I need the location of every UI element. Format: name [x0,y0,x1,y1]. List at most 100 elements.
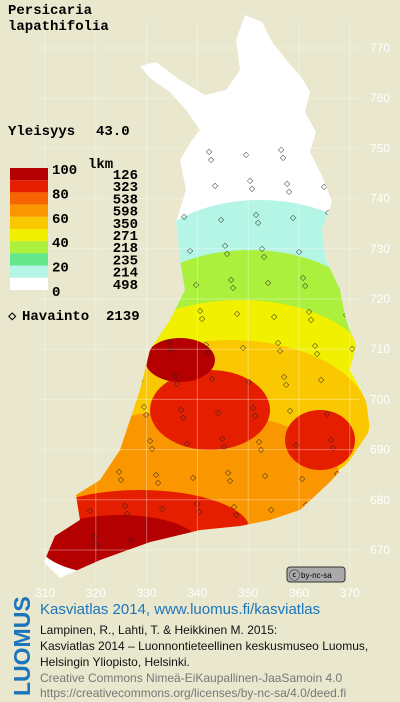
observation-symbol: ◇ [172,371,179,380]
observation-symbol: ◇ [116,467,123,476]
northing-label: 700 [370,392,390,406]
legend-scale-label: 40 [52,236,69,252]
observation-symbol: ◇ [65,378,72,387]
easting-label: 330 [137,586,157,600]
observation-symbol: ◇ [314,349,321,358]
observation-symbol: ◇ [287,406,294,415]
easting-label: 310 [35,586,55,600]
observation-symbol: ◇ [272,531,279,540]
observation-symbol: ◇ [152,251,159,260]
license-badge [286,566,346,583]
observation-symbol: ◇ [212,181,219,190]
legend-swatch [10,241,48,254]
northing-label: 770 [370,41,390,55]
observation-symbol: ◇ [299,474,306,483]
observation-symbol: ◇ [93,540,100,549]
observation-symbol: ◇ [166,337,173,346]
observation-symbol: ◇ [71,412,78,421]
observation-symbol: ◇ [68,185,75,194]
observation-symbol: ◇ [330,443,337,452]
observation-symbol: ◇ [271,312,278,321]
observation-symbol: ◇ [303,500,310,509]
observation-symbol: ◇ [155,478,162,487]
legend-swatch [10,180,48,193]
frequency-label: Yleisyys [8,124,75,140]
legend-count: 218 [113,241,138,257]
observation-symbol: ◇ [227,476,234,485]
observation-symbol: ◇ [175,178,182,187]
credits-line: Helsingin Yliopisto, Helsinki. [40,655,190,669]
observation-symbol: ◇ [199,314,206,323]
observation-symbol: ◇ [296,247,303,256]
legend-swatch [10,277,48,290]
observation-symbol: ◇ [97,146,104,155]
legend-scale-label: 60 [52,212,69,228]
observation-symbol: ◇ [306,307,313,316]
observation-symbol: ◇ [308,315,315,324]
observation-symbol: ◇ [203,340,210,349]
observation-symbol: ◇ [150,243,157,252]
northing-label: 730 [370,242,390,256]
legend-count: 350 [113,217,138,233]
legend-scale-label: 20 [52,261,69,277]
observation-symbol: ◇ [334,469,341,478]
observation-symbol: ◇ [300,273,307,282]
observation-symbol: ◇ [96,347,103,356]
observation-symbol: ◇ [171,152,178,161]
legend-swatch [10,168,48,181]
easting-label: 360 [289,586,309,600]
observation-symbol: ◇ [118,475,125,484]
observation-symbol: ◇ [255,218,262,227]
observation-symbol: ◇ [202,541,209,550]
observation-symbol: ◇ [100,373,107,382]
observation-symbol: ◇ [81,472,88,481]
legend-count: 271 [113,229,138,245]
easting-label: 320 [86,586,106,600]
observation-symbol: ◇ [219,434,226,443]
legend-swatch [10,192,48,205]
observation-symbol: ◇ [194,499,201,508]
observation-symbol: ◇ [153,470,160,479]
count-header: lkm [88,157,113,173]
observation-symbol: ◇ [225,468,232,477]
observation-symbol: ◇ [187,246,194,255]
observation-symbol: ◇ [233,510,240,519]
observation-symbol: ◇ [209,374,216,383]
legend-swatch [10,216,48,229]
observation-symbol: ◇ [259,244,266,253]
observation-symbol: ◇ [137,376,144,385]
easting-label: 350 [238,586,258,600]
observation-symbol: ◇ [122,501,129,510]
logo: LUOMUS [9,596,35,696]
observation-symbol: ◇ [331,242,338,251]
observation-symbol: ◇ [281,372,288,381]
observation-symbol: ◇ [253,210,260,219]
observation-symbol: ◇ [318,375,325,384]
observation-symbol: ◇ [180,413,187,422]
observation-symbol: ◇ [293,440,300,449]
observation-symbol: ◇ [218,215,225,224]
observation-symbol: ◇ [252,411,259,420]
observation-symbol: ◇ [72,211,79,220]
northing-label: 720 [370,292,390,306]
observation-symbol: ◇ [249,184,256,193]
observation-symbol: ◇ [258,445,265,454]
observation-label: Havainto [22,309,89,325]
observation-symbol: ◇ [106,407,113,416]
observation-symbol: ◇ [168,345,175,354]
observation-symbol: ◇ [196,507,203,516]
species-name: Persicaria [8,3,93,19]
legend-scale-label: 0 [52,285,60,301]
observation-symbol: ◇ [274,539,281,548]
observation-symbol: ◇ [128,535,135,544]
observation-symbol: ◇ [78,245,85,254]
observation-count: 2139 [106,309,140,325]
legend-count: 235 [113,253,138,269]
observation-symbol: ◇ [309,534,316,543]
observation-symbol: ◇ [312,341,319,350]
observation-symbol: ◇ [324,409,331,418]
observation-symbol: ◇ [262,471,269,480]
observation-symbol: ◇ [337,276,344,285]
legend-count: 323 [113,180,138,196]
observation-symbol: ◇ [181,212,188,221]
